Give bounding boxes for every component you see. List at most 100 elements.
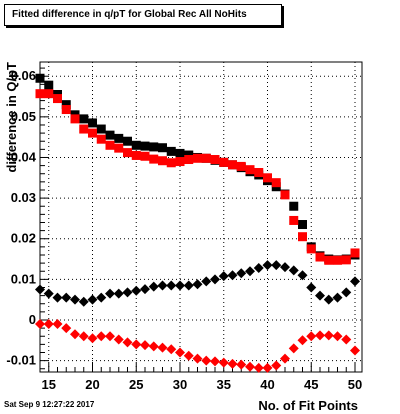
- square-marker-s1: [53, 94, 62, 104]
- square-marker-s1: [245, 165, 255, 175]
- diamond-marker-s3: [288, 343, 299, 354]
- diamond-marker-s3: [175, 347, 185, 358]
- diamond-marker-s3: [78, 331, 89, 342]
- diamond-marker-s2: [87, 294, 98, 305]
- diamond-marker-s3: [43, 319, 54, 330]
- diamond-marker-s2: [192, 279, 203, 290]
- x-tick-label: 50: [348, 377, 362, 392]
- diamond-marker-s2: [245, 266, 255, 277]
- diamond-marker-s3: [236, 359, 247, 370]
- diamond-marker-s2: [157, 280, 168, 291]
- square-marker-s1: [166, 158, 176, 168]
- y-tick-label: -0.01: [6, 353, 36, 368]
- axis-ticks: [39, 67, 356, 372]
- square-marker-s1: [306, 244, 316, 254]
- diamond-marker-s3: [157, 342, 168, 353]
- y-axis-label: difference in Q/pT: [4, 62, 19, 173]
- diamond-marker-s2: [96, 292, 107, 303]
- diamond-marker-s3: [306, 331, 317, 342]
- square-marker-s1: [105, 140, 115, 150]
- square-marker-s1: [70, 114, 80, 124]
- y-tick-label: 0.04: [11, 149, 37, 164]
- square-marker-s0: [105, 130, 115, 140]
- diamond-marker-s2: [288, 265, 299, 276]
- square-marker-s0: [289, 201, 299, 211]
- diamond-marker-s2: [183, 280, 194, 291]
- square-marker-s0: [114, 133, 124, 143]
- diamond-marker-s2: [262, 260, 273, 271]
- diamond-marker-s2: [43, 288, 54, 299]
- diamond-marker-s3: [262, 362, 273, 373]
- square-marker-s0: [166, 146, 176, 156]
- square-marker-s1: [193, 153, 202, 163]
- x-tick-label: 40: [260, 377, 274, 392]
- square-marker-s0: [149, 142, 159, 152]
- chart-title: Fitted difference in q/pT for Global Rec…: [4, 4, 282, 26]
- square-marker-s1: [280, 190, 290, 200]
- square-marker-s1: [35, 89, 45, 99]
- square-marker-s1: [298, 232, 307, 242]
- diamond-marker-s2: [218, 271, 229, 282]
- diamond-marker-s2: [280, 262, 290, 273]
- square-marker-s1: [341, 255, 351, 265]
- x-axis-label: No. of Fit Points: [258, 398, 358, 413]
- diamond-marker-s3: [105, 331, 115, 342]
- y-tick-label: 0.05: [11, 109, 36, 124]
- diamond-marker-s3: [52, 319, 63, 330]
- diamond-marker-s3: [245, 361, 255, 372]
- square-marker-s0: [131, 140, 141, 150]
- diamond-marker-s2: [271, 260, 282, 271]
- square-marker-s1: [140, 151, 150, 161]
- diamond-marker-s2: [61, 292, 72, 303]
- diamond-marker-s2: [236, 268, 247, 279]
- y-tick-label: 0: [29, 312, 36, 327]
- square-marker-s1: [88, 128, 97, 138]
- diamond-marker-s3: [341, 334, 352, 345]
- y-tick-label: 0.01: [11, 271, 36, 286]
- square-marker-s0: [88, 118, 97, 128]
- square-marker-s1: [44, 89, 54, 99]
- diamond-marker-s2: [323, 294, 334, 305]
- square-marker-s1: [158, 156, 167, 166]
- diamond-marker-s2: [227, 270, 238, 281]
- square-marker-s1: [236, 161, 246, 171]
- square-marker-s1: [263, 173, 272, 183]
- square-marker-s0: [175, 148, 185, 158]
- diamond-marker-s3: [280, 353, 290, 364]
- square-marker-s1: [210, 155, 220, 165]
- diamond-marker-s3: [131, 339, 142, 350]
- y-tick-label: 0.02: [11, 231, 36, 246]
- diamond-marker-s2: [105, 288, 115, 299]
- square-marker-s1: [175, 157, 185, 167]
- square-marker-s1: [324, 255, 334, 265]
- diamond-marker-s2: [35, 284, 45, 295]
- square-marker-s1: [350, 248, 360, 258]
- diamond-marker-s2: [122, 287, 133, 298]
- diamond-marker-s2: [131, 285, 142, 296]
- diamond-marker-s2: [166, 280, 177, 291]
- diamond-marker-s3: [192, 353, 203, 364]
- square-marker-s0: [44, 80, 54, 90]
- diamond-marker-s3: [350, 345, 360, 356]
- square-marker-s1: [131, 150, 141, 160]
- square-marker-s1: [254, 168, 264, 178]
- x-tick-label: 25: [129, 377, 143, 392]
- diamond-marker-s2: [201, 276, 212, 287]
- diamond-marker-s3: [70, 329, 80, 340]
- diamond-marker-s3: [122, 337, 133, 348]
- plot-frame: [39, 61, 363, 373]
- diamond-marker-s2: [78, 296, 89, 307]
- x-tick-labels: 15 20 25 30 35 40 45 50: [42, 377, 363, 392]
- square-marker-s0: [79, 114, 89, 124]
- square-marker-s1: [333, 255, 342, 265]
- x-tick-label: 45: [304, 377, 318, 392]
- diamond-marker-s2: [350, 276, 360, 287]
- diamond-marker-s2: [140, 284, 150, 295]
- diamond-marker-s2: [175, 280, 185, 291]
- diamond-marker-s3: [297, 335, 308, 346]
- diamond-marker-s3: [140, 340, 150, 351]
- square-marker-s1: [61, 105, 71, 115]
- square-marker-s0: [158, 143, 167, 153]
- square-marker-s0: [61, 100, 71, 110]
